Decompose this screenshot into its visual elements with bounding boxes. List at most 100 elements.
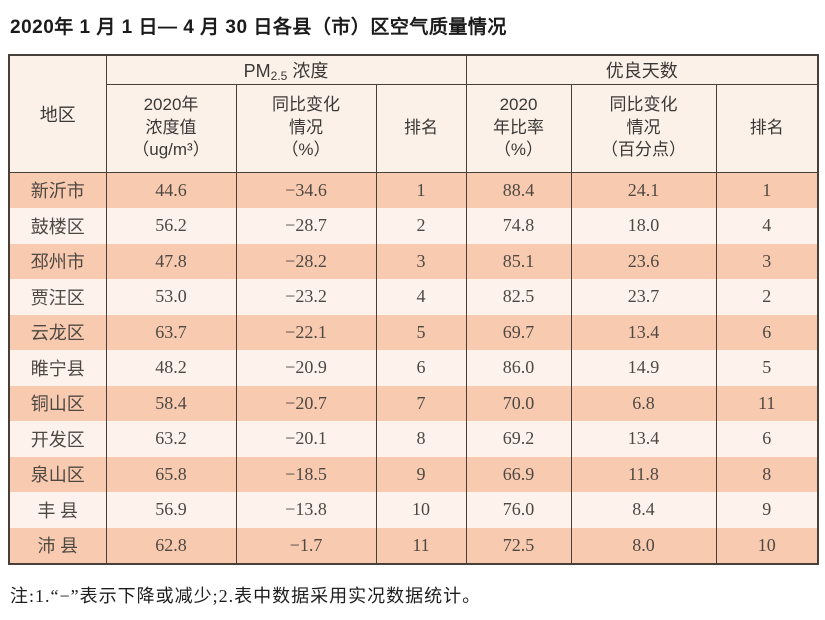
days-change-cell: 13.4 (570, 421, 717, 457)
pm-change-cell: −20.7 (235, 385, 377, 421)
days-change-cell: 14.9 (570, 350, 717, 386)
days-change-cell: 11.8 (570, 456, 717, 492)
days-rate-cell: 70.0 (465, 385, 572, 421)
days-change-cell: 23.6 (570, 243, 717, 279)
days-change-cell: 13.4 (570, 314, 717, 350)
table-row: 开发区 63.2 −20.1 8 69.2 13.4 6 (8, 421, 819, 457)
pm-rank-cell: 1 (375, 172, 467, 208)
pm-change-cell: −1.7 (235, 527, 377, 564)
days-rank-cell: 6 (715, 314, 819, 350)
region-cell: 邳州市 (8, 243, 107, 279)
pm25-label-prefix: PM (243, 60, 271, 81)
footnote: 注:1.“−”表示下降或减少;2.表中数据采用实况数据统计。 (10, 586, 482, 606)
table-row: 铜山区 58.4 −20.7 7 70.0 6.8 11 (8, 385, 819, 421)
header-sub-row: 2020年 浓度值 （ug/m³） 同比变化 情况 （%） 排名 2020 年比… (9, 84, 819, 172)
pm-value-cell: 47.8 (105, 243, 237, 279)
table-header: 地区 PM2.5 浓度 优良天数 2020年 浓度值 （ug/m³） 同比变化 情… (8, 55, 819, 172)
days-rank-cell: 8 (715, 456, 819, 492)
table-row: 睢宁县 48.2 −20.9 6 86.0 14.9 5 (8, 350, 819, 386)
pm-value-cell: 63.7 (105, 314, 237, 350)
pm-rank-cell: 11 (375, 527, 467, 564)
table-row: 云龙区 63.7 −22.1 5 69.7 13.4 6 (8, 314, 819, 350)
pm-change-cell: −20.9 (235, 350, 377, 386)
pm-rank-cell: 3 (375, 243, 467, 279)
days-change-cell: 6.8 (570, 385, 717, 421)
page-title: 2020年 1 月 1 日— 4 月 30 日各县（市）区空气质量情况 (10, 17, 507, 38)
pm-change-cell: −13.8 (235, 492, 377, 528)
pm-value-cell: 53.0 (105, 279, 237, 315)
region-cell: 新沂市 (8, 172, 107, 208)
region-cell: 铜山区 (8, 385, 107, 421)
pm-rank-cell: 6 (375, 350, 467, 386)
pm-value-cell: 56.2 (105, 208, 237, 244)
column-header-days-rate: 2020 年比率 （%） (465, 84, 572, 172)
table-row: 新沂市 44.6 −34.6 1 88.4 24.1 1 (8, 172, 819, 208)
table-row: 鼓楼区 56.2 −28.7 2 74.8 18.0 4 (8, 208, 819, 244)
pm-change-cell: −20.1 (235, 421, 377, 457)
table-body: 新沂市 44.6 −34.6 1 88.4 24.1 1 鼓楼区 56.2 −2… (8, 172, 819, 564)
pm-change-cell: −23.2 (235, 279, 377, 315)
region-cell: 泉山区 (8, 456, 107, 492)
days-rank-cell: 11 (715, 385, 819, 421)
days-rank-cell: 2 (715, 279, 819, 315)
pm-rank-cell: 5 (375, 314, 467, 350)
region-cell: 鼓楼区 (8, 208, 107, 244)
pm-value-cell: 58.4 (105, 385, 237, 421)
days-rank-cell: 4 (715, 208, 819, 244)
pm-change-cell: −22.1 (235, 314, 377, 350)
days-rank-cell: 10 (715, 527, 819, 564)
days-rate-cell: 74.8 (465, 208, 572, 244)
column-header-days-change: 同比变化 情况 （百分点） (570, 84, 717, 172)
pm-rank-cell: 8 (375, 421, 467, 457)
pm-rank-cell: 2 (375, 208, 467, 244)
header-group-row: 地区 PM2.5 浓度 优良天数 (8, 55, 819, 172)
days-change-cell: 18.0 (570, 208, 717, 244)
pm-change-cell: −28.7 (235, 208, 377, 244)
days-change-cell: 23.7 (570, 279, 717, 315)
region-cell: 睢宁县 (8, 350, 107, 386)
pm-value-cell: 63.2 (105, 421, 237, 457)
pm25-label-subscript: 2.5 (270, 68, 288, 83)
days-rate-cell: 86.0 (465, 350, 572, 386)
pm-rank-cell: 9 (375, 456, 467, 492)
days-rate-cell: 76.0 (465, 492, 572, 528)
days-rate-cell: 69.7 (465, 314, 572, 350)
pm-change-cell: −34.6 (235, 172, 377, 208)
days-rate-cell: 69.2 (465, 421, 572, 457)
pm-rank-cell: 7 (375, 385, 467, 421)
air-quality-table: 地区 PM2.5 浓度 优良天数 2020年 浓度值 （ug/m³） 同比变化 情… (8, 54, 819, 565)
days-rank-cell: 5 (715, 350, 819, 386)
pm25-label-suffix: 浓度 (292, 60, 329, 81)
pm-rank-cell: 4 (375, 279, 467, 315)
region-cell: 开发区 (8, 421, 107, 457)
pm-change-cell: −28.2 (235, 243, 377, 279)
days-rate-cell: 82.5 (465, 279, 572, 315)
region-cell: 丰 县 (8, 492, 107, 528)
pm-value-cell: 56.9 (105, 492, 237, 528)
days-rate-cell: 88.4 (465, 172, 572, 208)
pm-change-cell: −18.5 (235, 456, 377, 492)
table-row: 贾汪区 53.0 −23.2 4 82.5 23.7 2 (8, 279, 819, 315)
column-header-pm-change: 同比变化 情况 （%） (235, 84, 377, 172)
table-row: 沛 县 62.8 −1.7 11 72.5 8.0 10 (8, 527, 819, 564)
days-rank-cell: 9 (715, 492, 819, 528)
table-row: 泉山区 65.8 −18.5 9 66.9 11.8 8 (8, 456, 819, 492)
pm-value-cell: 44.6 (105, 172, 237, 208)
region-cell: 沛 县 (8, 527, 107, 564)
column-header-pm-value: 2020年 浓度值 （ug/m³） (105, 84, 237, 172)
days-rate-cell: 85.1 (465, 243, 572, 279)
column-header-pm-rank: 排名 (375, 84, 467, 172)
region-cell: 云龙区 (8, 314, 107, 350)
region-cell: 贾汪区 (8, 279, 107, 315)
days-change-cell: 24.1 (570, 172, 717, 208)
column-header-days-rank: 排名 (715, 84, 819, 172)
pm-value-cell: 48.2 (105, 350, 237, 386)
days-rate-cell: 66.9 (465, 456, 572, 492)
group-header-good-days: 优良天数 (465, 55, 819, 85)
table-row: 丰 县 56.9 −13.8 10 76.0 8.4 9 (8, 492, 819, 528)
pm-value-cell: 62.8 (105, 527, 237, 564)
days-rank-cell: 6 (715, 421, 819, 457)
table-row: 邳州市 47.8 −28.2 3 85.1 23.6 3 (8, 243, 819, 279)
column-header-region: 地区 (8, 55, 107, 172)
